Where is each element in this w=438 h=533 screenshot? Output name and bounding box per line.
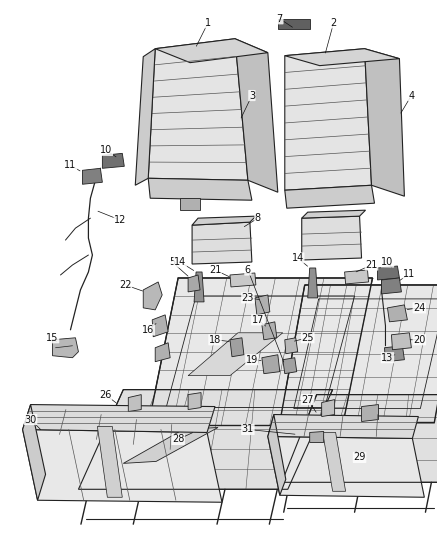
Text: 27: 27 bbox=[301, 394, 314, 405]
Text: 7: 7 bbox=[277, 14, 283, 24]
Polygon shape bbox=[285, 338, 298, 354]
Polygon shape bbox=[280, 285, 438, 423]
Text: 28: 28 bbox=[172, 434, 184, 445]
Polygon shape bbox=[194, 272, 204, 302]
Polygon shape bbox=[148, 39, 248, 180]
Polygon shape bbox=[180, 198, 200, 210]
Polygon shape bbox=[192, 222, 252, 264]
Text: 14: 14 bbox=[174, 257, 186, 267]
Polygon shape bbox=[285, 49, 371, 190]
Polygon shape bbox=[23, 405, 46, 500]
Polygon shape bbox=[188, 393, 201, 409]
Text: 30: 30 bbox=[25, 415, 37, 424]
Polygon shape bbox=[392, 333, 411, 350]
Polygon shape bbox=[230, 273, 256, 287]
Text: 10: 10 bbox=[381, 257, 394, 267]
Text: 26: 26 bbox=[99, 390, 112, 400]
Polygon shape bbox=[230, 338, 244, 357]
Polygon shape bbox=[268, 415, 286, 495]
Polygon shape bbox=[310, 432, 324, 442]
Text: 17: 17 bbox=[252, 315, 264, 325]
Text: 13: 13 bbox=[381, 353, 394, 363]
Polygon shape bbox=[152, 315, 168, 337]
Polygon shape bbox=[262, 322, 277, 340]
Polygon shape bbox=[97, 426, 122, 497]
Polygon shape bbox=[135, 49, 155, 185]
Polygon shape bbox=[23, 430, 222, 502]
Text: 6: 6 bbox=[245, 265, 251, 275]
Polygon shape bbox=[78, 390, 332, 489]
Polygon shape bbox=[143, 282, 162, 310]
Text: 29: 29 bbox=[353, 453, 366, 463]
Text: 19: 19 bbox=[246, 354, 258, 365]
Polygon shape bbox=[268, 415, 418, 439]
Polygon shape bbox=[361, 405, 378, 422]
Polygon shape bbox=[378, 266, 399, 280]
Text: 15: 15 bbox=[46, 333, 59, 343]
Polygon shape bbox=[388, 305, 407, 322]
Polygon shape bbox=[285, 49, 399, 66]
Polygon shape bbox=[285, 185, 374, 208]
Text: 23: 23 bbox=[242, 293, 254, 303]
Polygon shape bbox=[364, 49, 404, 196]
Text: 12: 12 bbox=[114, 215, 127, 225]
Polygon shape bbox=[321, 400, 335, 416]
Polygon shape bbox=[235, 39, 278, 192]
Polygon shape bbox=[128, 394, 141, 411]
Polygon shape bbox=[23, 405, 215, 432]
Polygon shape bbox=[282, 394, 438, 482]
Polygon shape bbox=[148, 178, 252, 200]
Text: 18: 18 bbox=[209, 335, 221, 345]
Text: 14: 14 bbox=[292, 253, 304, 263]
Text: 21: 21 bbox=[365, 260, 378, 270]
Polygon shape bbox=[192, 216, 256, 225]
Polygon shape bbox=[385, 346, 404, 362]
Polygon shape bbox=[188, 275, 200, 292]
Text: 25: 25 bbox=[301, 333, 314, 343]
Polygon shape bbox=[381, 278, 401, 294]
Text: 2: 2 bbox=[331, 18, 337, 28]
Polygon shape bbox=[302, 216, 361, 260]
Text: 31: 31 bbox=[242, 424, 254, 434]
Polygon shape bbox=[53, 338, 78, 358]
Polygon shape bbox=[345, 270, 368, 284]
Polygon shape bbox=[124, 427, 218, 463]
Text: 5: 5 bbox=[169, 257, 175, 267]
Text: 1: 1 bbox=[205, 18, 211, 28]
Text: 3: 3 bbox=[249, 91, 255, 101]
Polygon shape bbox=[188, 333, 283, 376]
Text: 10: 10 bbox=[100, 146, 113, 155]
Polygon shape bbox=[155, 39, 268, 63]
Text: 8: 8 bbox=[255, 213, 261, 223]
Polygon shape bbox=[148, 278, 372, 425]
Text: 16: 16 bbox=[142, 325, 154, 335]
Text: 11: 11 bbox=[64, 160, 77, 171]
Polygon shape bbox=[102, 154, 124, 168]
Polygon shape bbox=[262, 355, 280, 374]
Text: 21: 21 bbox=[209, 265, 221, 275]
Text: 20: 20 bbox=[413, 335, 426, 345]
Polygon shape bbox=[308, 268, 318, 298]
Text: 4: 4 bbox=[408, 91, 414, 101]
Text: 24: 24 bbox=[413, 303, 426, 313]
Polygon shape bbox=[82, 168, 102, 184]
Polygon shape bbox=[255, 295, 270, 315]
Polygon shape bbox=[268, 437, 424, 497]
Polygon shape bbox=[278, 19, 310, 29]
Polygon shape bbox=[302, 210, 366, 218]
Text: 22: 22 bbox=[119, 280, 131, 290]
Polygon shape bbox=[323, 432, 346, 491]
Polygon shape bbox=[155, 343, 170, 362]
Polygon shape bbox=[283, 358, 297, 374]
Text: 11: 11 bbox=[403, 269, 416, 279]
